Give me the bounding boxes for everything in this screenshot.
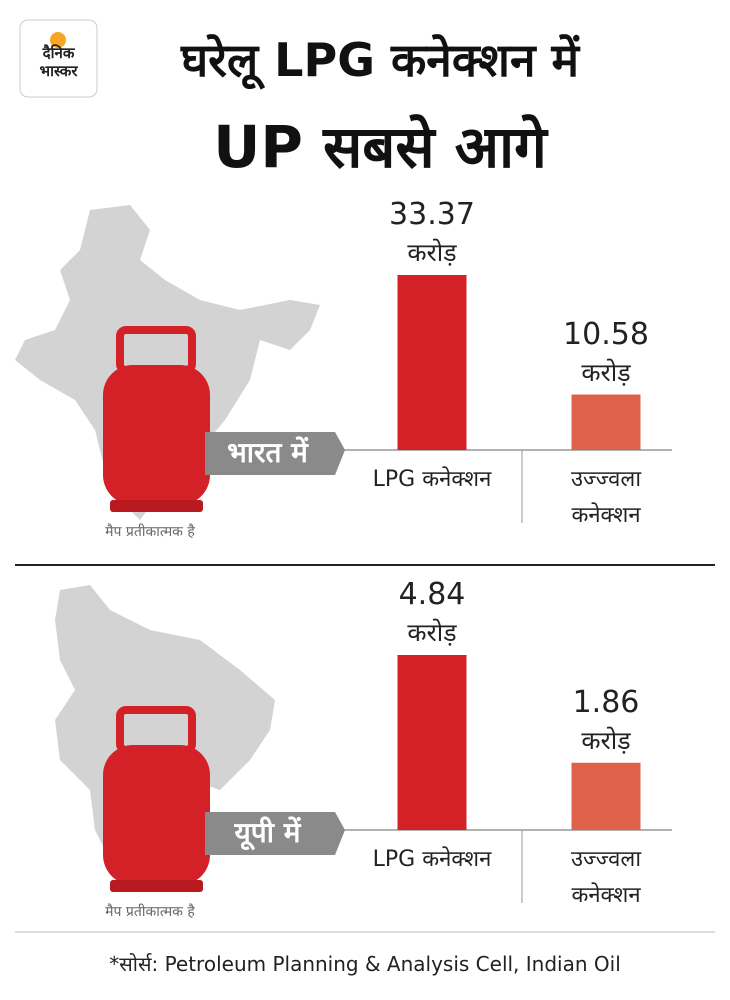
bar [571, 762, 641, 830]
value-unit: करोड़ [407, 238, 457, 267]
map-note: मैप प्रतीकात्मक है [105, 904, 195, 920]
value-unit: करोड़ [407, 618, 457, 647]
logo-line: दैनिक [42, 44, 75, 62]
bar [397, 275, 467, 450]
title: घरेलू LPG कनेक्शन में [180, 33, 579, 87]
value-unit: करोड़ [581, 725, 631, 755]
section-label: यूपी में [234, 816, 301, 849]
cylinder [103, 326, 210, 512]
value-label: 1.86 [572, 684, 640, 720]
category-label: LPG कनेक्शन [372, 467, 492, 492]
logo-box [19, 19, 98, 98]
bar [571, 394, 641, 450]
value-label: 33.37 [389, 197, 475, 232]
category-label: उज्ज्वला कनेक्शन [570, 847, 642, 908]
section-label: भारत में [227, 436, 308, 469]
cylinder [103, 706, 210, 892]
label-tag [205, 812, 345, 855]
label-tag [205, 432, 345, 475]
category-label: उज्ज्वला कनेक्शन [570, 467, 642, 528]
logo-line: भास्कर [39, 62, 78, 80]
bar [397, 655, 467, 830]
logo-sun [50, 32, 66, 48]
source: *सोर्स: Petroleum Planning & Analysis Ce… [109, 952, 621, 976]
logo-text: दैनिक भास्कर [20, 44, 97, 80]
category-label: LPG कनेक्शन [372, 847, 492, 872]
title: UP सबसे आगे [213, 113, 547, 181]
value-unit: करोड़ [581, 357, 631, 387]
value-label: 10.58 [563, 316, 649, 352]
value-label: 4.84 [398, 577, 466, 612]
map-note: मैप प्रतीकात्मक है [105, 524, 195, 540]
india-map [15, 205, 320, 520]
